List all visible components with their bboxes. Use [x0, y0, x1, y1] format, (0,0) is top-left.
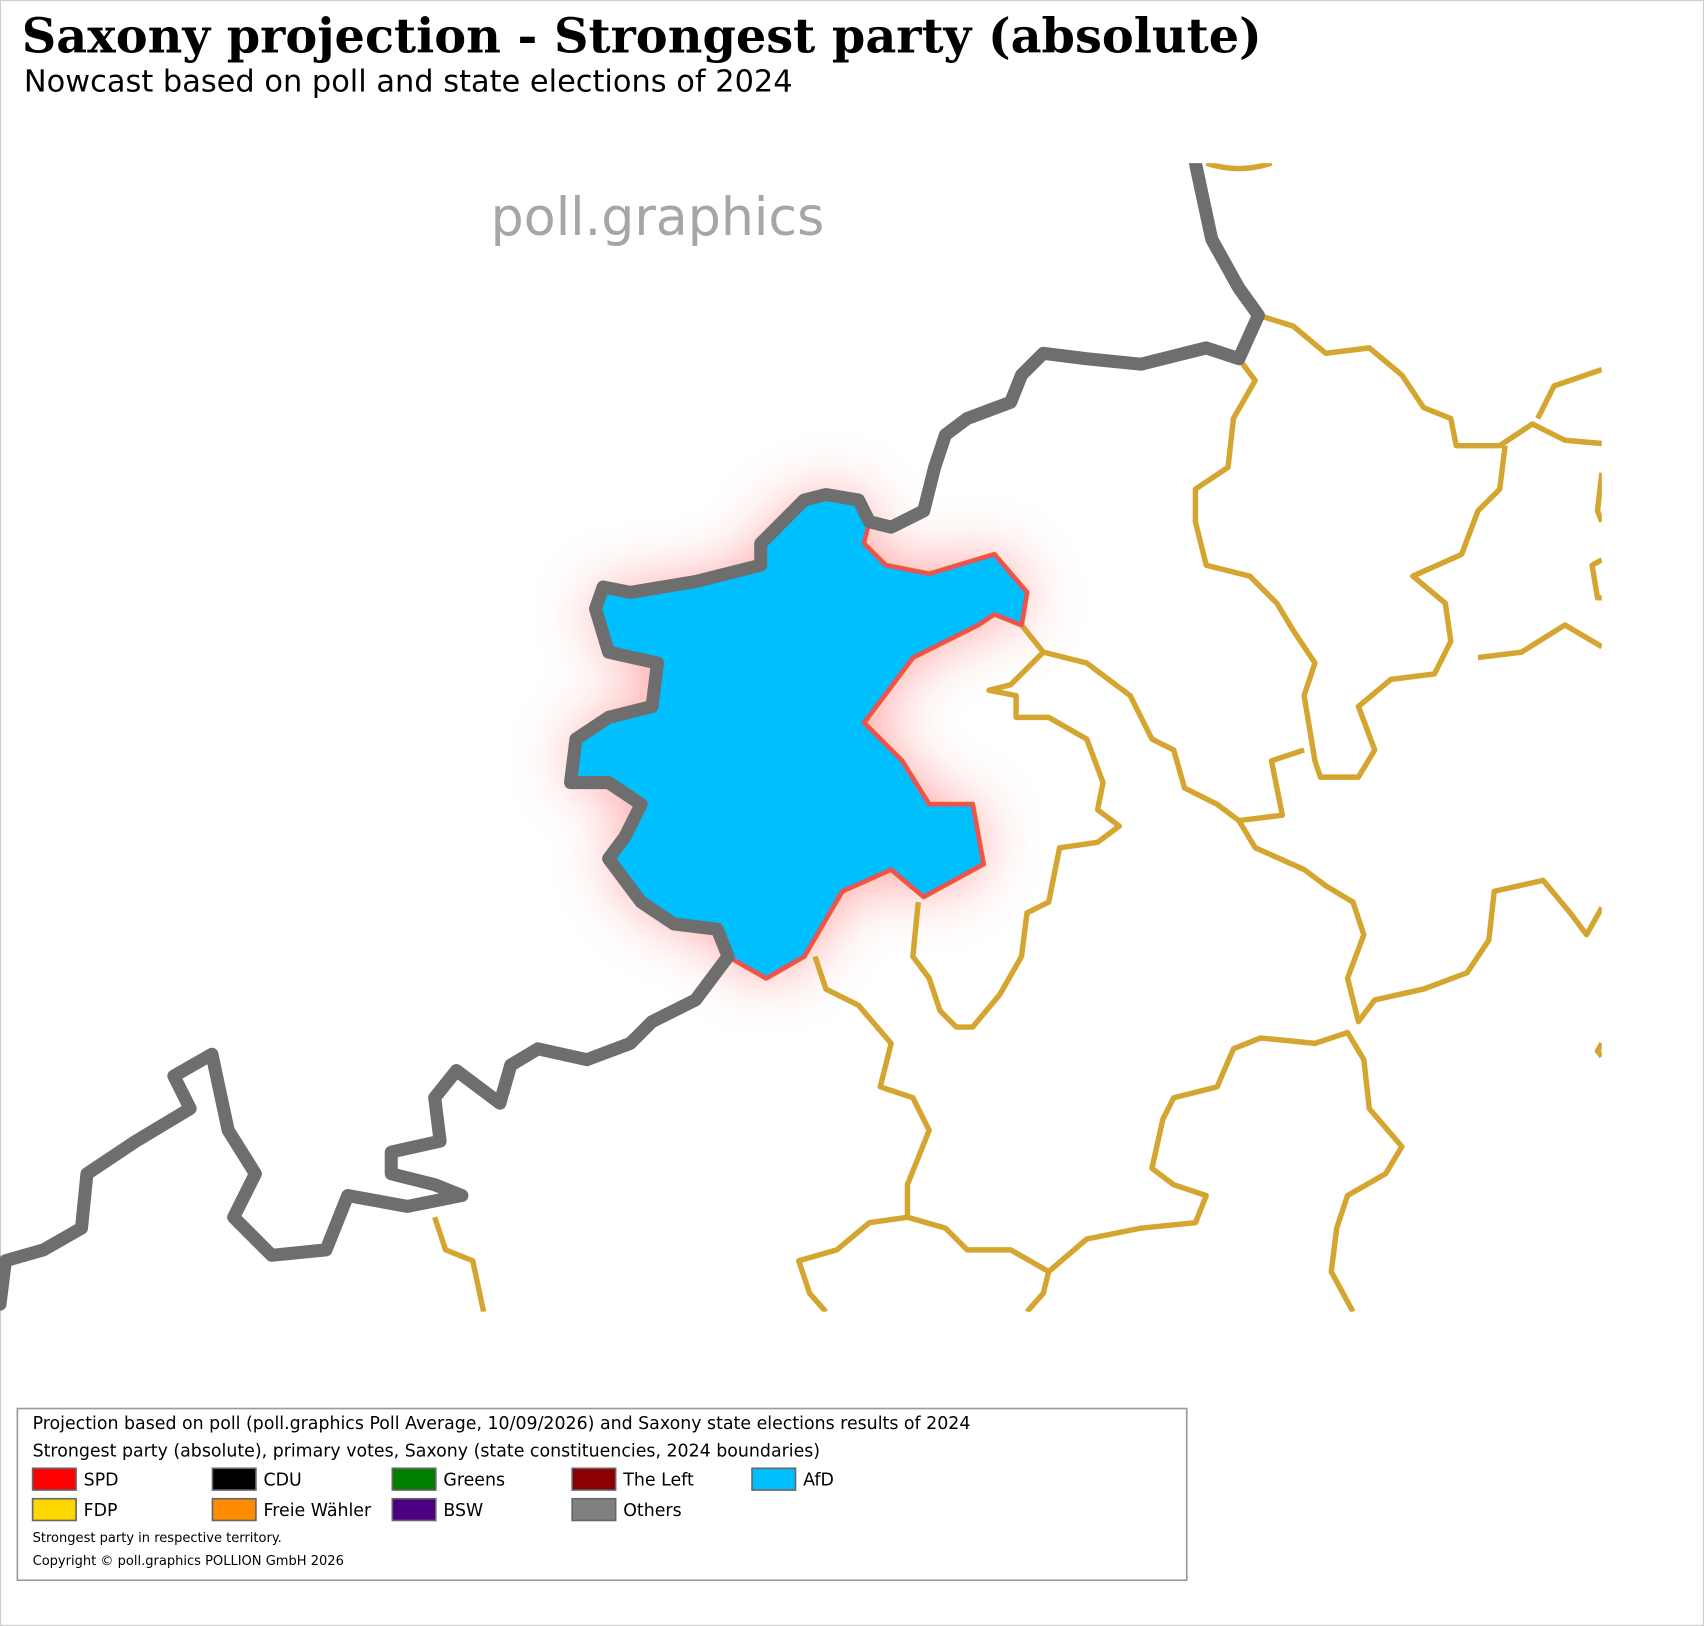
legend-label: Freie Wähler [264, 1501, 372, 1521]
subtitle: Nowcast based on poll and state election… [24, 64, 793, 99]
legend-swatch [31, 1497, 77, 1522]
legend-note: Copyright © poll.graphics POLLION GmbH 2… [33, 1554, 344, 1569]
legend-label: Greens [443, 1471, 505, 1491]
legend-line: Projection based on poll (poll.graphics … [33, 1414, 971, 1434]
legend-label: SPD [84, 1471, 119, 1491]
legend-swatch [571, 1497, 617, 1522]
legend-label: BSW [443, 1501, 483, 1521]
legend-note: Strongest party in respective territory. [33, 1531, 282, 1546]
legend-swatch [31, 1467, 77, 1491]
legend-swatch [211, 1467, 257, 1491]
legend-label: The Left [622, 1471, 694, 1491]
legend-box [16, 1407, 1188, 1582]
legend-swatch [751, 1467, 797, 1491]
legend-label: CDU [264, 1471, 302, 1491]
legend-swatch [571, 1467, 617, 1491]
legend-label: FDP [84, 1501, 118, 1521]
legend-swatch [391, 1497, 437, 1522]
title: Saxony projection - Strongest party (abs… [22, 8, 1262, 64]
legend-line: Strongest party (absolute), primary vote… [33, 1441, 821, 1461]
map [0, 163, 1602, 1312]
legend-swatch [211, 1497, 257, 1522]
legend-swatch [391, 1467, 437, 1491]
state-border [0, 163, 1265, 1311]
watermark: poll.graphics [491, 188, 825, 248]
legend: Projection based on poll (poll.graphics … [31, 1414, 971, 1569]
legend-label: AfD [803, 1471, 834, 1491]
legend-label: Others [623, 1501, 681, 1521]
